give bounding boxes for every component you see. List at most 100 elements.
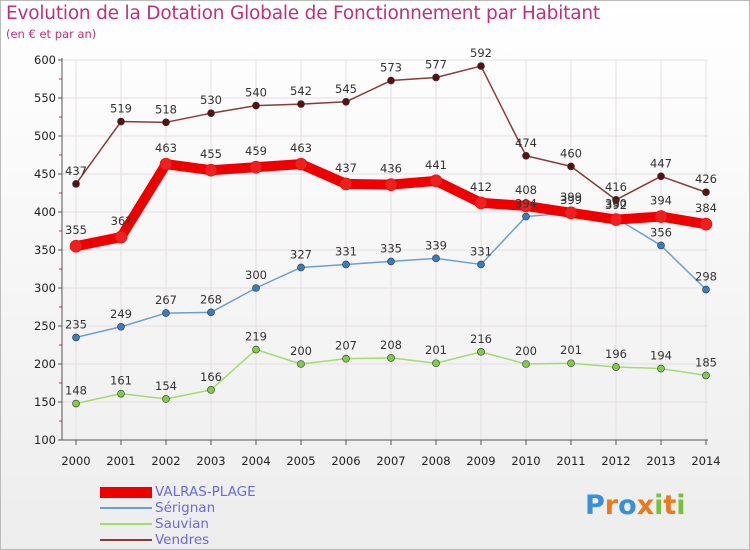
data-point bbox=[477, 62, 485, 70]
data-label: 447 bbox=[650, 156, 672, 170]
data-point bbox=[702, 371, 710, 380]
data-point bbox=[297, 263, 305, 272]
data-point bbox=[114, 230, 128, 244]
x-tick-label: 2013 bbox=[646, 454, 675, 468]
data-point bbox=[339, 177, 353, 191]
data-point bbox=[387, 76, 395, 85]
data-label: 412 bbox=[470, 180, 492, 194]
data-label: 207 bbox=[335, 339, 357, 353]
legend-label: VALRAS-PLAGE bbox=[155, 484, 256, 500]
legend-item: Sérignan bbox=[100, 500, 360, 516]
legend-item: VALRAS-PLAGE bbox=[100, 484, 360, 500]
data-label: 201 bbox=[560, 343, 582, 357]
data-point bbox=[72, 399, 80, 408]
x-tick-label: 2011 bbox=[556, 454, 585, 468]
data-point bbox=[474, 196, 488, 210]
x-tick-label: 2002 bbox=[151, 454, 180, 468]
y-tick-label: 200 bbox=[34, 357, 56, 371]
data-point bbox=[432, 254, 440, 263]
data-point bbox=[699, 217, 713, 231]
data-point bbox=[72, 180, 80, 188]
data-point bbox=[204, 163, 218, 177]
data-label: 426 bbox=[695, 172, 717, 186]
y-tick-label: 250 bbox=[34, 319, 56, 333]
data-label: 436 bbox=[380, 162, 402, 176]
data-label: 577 bbox=[425, 57, 447, 71]
data-point bbox=[252, 284, 260, 292]
y-tick-label: 500 bbox=[34, 129, 56, 143]
data-label: 394 bbox=[650, 194, 672, 208]
y-tick-label: 600 bbox=[34, 53, 56, 67]
data-point bbox=[477, 348, 485, 356]
data-label: 200 bbox=[290, 344, 312, 358]
data-label: 394 bbox=[515, 197, 537, 211]
proxiti-logo: Proxiti bbox=[585, 490, 686, 521]
data-point bbox=[432, 359, 440, 368]
data-label: 437 bbox=[335, 161, 357, 175]
y-tick-label: 550 bbox=[34, 91, 56, 105]
legend-item: Sauvian bbox=[100, 516, 360, 532]
data-point bbox=[657, 364, 665, 373]
x-tick-label: 2010 bbox=[511, 454, 540, 468]
data-point bbox=[162, 118, 170, 127]
x-tick-label: 2012 bbox=[601, 454, 630, 468]
data-point bbox=[429, 174, 443, 188]
data-point bbox=[477, 260, 485, 269]
y-tick-label: 350 bbox=[34, 243, 56, 257]
data-label: 519 bbox=[110, 102, 132, 116]
data-point bbox=[297, 100, 305, 108]
data-label: 36? bbox=[111, 214, 132, 228]
legend-swatch bbox=[100, 507, 152, 509]
x-tick-label: 2008 bbox=[421, 454, 450, 468]
data-point bbox=[657, 241, 665, 250]
data-label: 267 bbox=[155, 293, 177, 307]
data-point bbox=[522, 151, 530, 160]
data-label: 518 bbox=[155, 102, 177, 116]
y-tick-label: 100 bbox=[34, 433, 56, 447]
data-point bbox=[117, 322, 125, 331]
data-label: 384 bbox=[695, 201, 717, 215]
data-label: 208 bbox=[380, 338, 402, 352]
data-label: 327 bbox=[290, 247, 312, 261]
data-label: 390 bbox=[605, 197, 627, 211]
y-tick-label: 400 bbox=[34, 205, 56, 219]
data-point bbox=[117, 389, 125, 398]
data-label: 408 bbox=[515, 183, 537, 197]
data-label: 335 bbox=[380, 241, 402, 255]
x-tick-label: 2005 bbox=[286, 454, 315, 468]
data-point bbox=[342, 354, 350, 363]
data-point bbox=[702, 285, 710, 294]
data-point bbox=[702, 188, 710, 197]
data-point bbox=[297, 360, 305, 368]
data-label: 166 bbox=[200, 370, 222, 384]
data-label: 463 bbox=[155, 141, 177, 155]
data-point bbox=[252, 101, 260, 110]
x-tick-label: 2004 bbox=[241, 454, 270, 468]
data-point bbox=[69, 239, 83, 253]
data-label: 148 bbox=[65, 384, 87, 398]
data-point bbox=[522, 360, 530, 368]
data-point bbox=[432, 73, 440, 82]
y-tick-label: 450 bbox=[34, 167, 56, 181]
data-label: 201 bbox=[425, 343, 447, 357]
data-label: 194 bbox=[650, 349, 672, 363]
data-label: 300 bbox=[245, 268, 267, 282]
data-label: 235 bbox=[65, 317, 87, 331]
data-point bbox=[207, 308, 215, 317]
data-point bbox=[657, 172, 665, 181]
data-label: 339 bbox=[425, 238, 447, 252]
data-point bbox=[519, 199, 533, 213]
data-point bbox=[612, 363, 620, 371]
data-point bbox=[252, 345, 260, 354]
legend-label: Sérignan bbox=[155, 500, 216, 516]
legend-swatch bbox=[100, 539, 152, 541]
x-tick-label: 2003 bbox=[196, 454, 225, 468]
data-point bbox=[654, 210, 668, 223]
data-point bbox=[564, 206, 578, 220]
data-label: 161 bbox=[110, 374, 132, 388]
data-label: 416 bbox=[605, 180, 627, 194]
data-label: 530 bbox=[200, 93, 222, 107]
